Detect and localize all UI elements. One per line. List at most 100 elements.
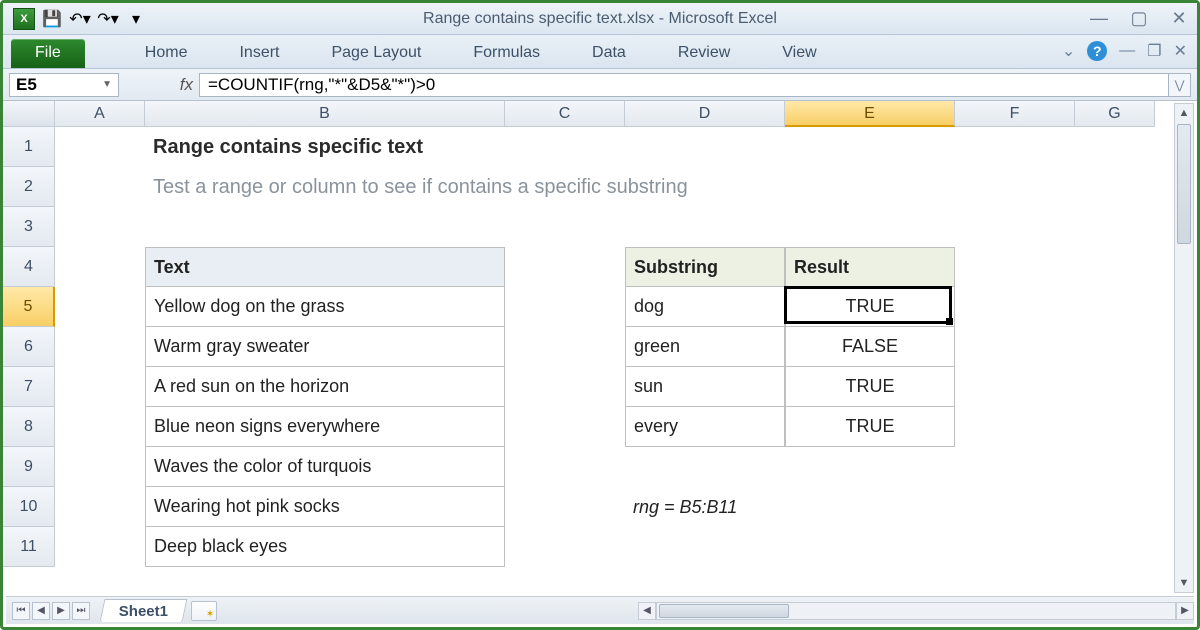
col-header-f[interactable]: F bbox=[955, 101, 1075, 127]
select-all-corner[interactable] bbox=[3, 101, 55, 127]
cell-g4[interactable] bbox=[1075, 247, 1155, 287]
cell-d3[interactable] bbox=[625, 207, 785, 247]
scroll-right-icon[interactable]: ▶ bbox=[1176, 602, 1194, 620]
row-header-11[interactable]: 11 bbox=[3, 527, 55, 567]
cell-d6[interactable]: green bbox=[625, 327, 785, 367]
cell-a4[interactable] bbox=[55, 247, 145, 287]
cell-f5[interactable] bbox=[955, 287, 1075, 327]
scroll-left-icon[interactable]: ◀ bbox=[638, 602, 656, 620]
cell-e11[interactable] bbox=[785, 527, 955, 567]
cell-c3[interactable] bbox=[505, 207, 625, 247]
cell-b1[interactable]: Range contains specific text bbox=[145, 127, 1155, 167]
cell-e9[interactable] bbox=[785, 447, 955, 487]
name-box-dropdown-icon[interactable]: ▼ bbox=[102, 79, 112, 90]
row-header-6[interactable]: 6 bbox=[3, 327, 55, 367]
cell-b4[interactable]: Text bbox=[145, 247, 505, 287]
row-header-3[interactable]: 3 bbox=[3, 207, 55, 247]
cell-g10[interactable] bbox=[1075, 487, 1155, 527]
row-header-8[interactable]: 8 bbox=[3, 407, 55, 447]
horizontal-scrollbar[interactable]: ◀ ▶ bbox=[638, 597, 1194, 624]
cell-b6[interactable]: Warm gray sweater bbox=[145, 327, 505, 367]
tab-page-layout[interactable]: Page Layout bbox=[305, 38, 447, 68]
cell-c10[interactable] bbox=[505, 487, 625, 527]
sheet-nav-prev[interactable]: ◀ bbox=[32, 602, 50, 620]
cell-d4[interactable]: Substring bbox=[625, 247, 785, 287]
cell-d10[interactable]: rng = B5:B11 bbox=[625, 487, 955, 527]
name-box[interactable]: E5 ▼ bbox=[9, 73, 119, 97]
cell-c6[interactable] bbox=[505, 327, 625, 367]
workbook-minimize-icon[interactable]: — bbox=[1119, 42, 1135, 60]
undo-button[interactable]: ↶▾ bbox=[67, 8, 93, 30]
cell-b8[interactable]: Blue neon signs everywhere bbox=[145, 407, 505, 447]
formula-input[interactable]: =COUNTIF(rng,"*"&D5&"*")>0 bbox=[199, 73, 1169, 97]
cell-c4[interactable] bbox=[505, 247, 625, 287]
tab-insert[interactable]: Insert bbox=[213, 38, 305, 68]
sheet-tab-sheet1[interactable]: Sheet1 bbox=[100, 599, 188, 622]
qat-customize[interactable]: ▾ bbox=[123, 8, 149, 30]
cell-f4[interactable] bbox=[955, 247, 1075, 287]
cell-e4[interactable]: Result bbox=[785, 247, 955, 287]
horizontal-scroll-thumb[interactable] bbox=[659, 604, 789, 618]
cell-g9[interactable] bbox=[1075, 447, 1155, 487]
cell-a1[interactable] bbox=[55, 127, 145, 167]
cell-a7[interactable] bbox=[55, 367, 145, 407]
cell-f7[interactable] bbox=[955, 367, 1075, 407]
cell-f11[interactable] bbox=[955, 527, 1075, 567]
scroll-down-icon[interactable]: ▼ bbox=[1179, 574, 1190, 592]
scroll-up-icon[interactable]: ▲ bbox=[1179, 104, 1190, 122]
cell-d5[interactable]: dog bbox=[625, 287, 785, 327]
cell-b9[interactable]: Waves the color of turquois bbox=[145, 447, 505, 487]
col-header-g[interactable]: G bbox=[1075, 101, 1155, 127]
row-header-7[interactable]: 7 bbox=[3, 367, 55, 407]
col-header-c[interactable]: C bbox=[505, 101, 625, 127]
cell-f8[interactable] bbox=[955, 407, 1075, 447]
cell-e6[interactable]: FALSE bbox=[785, 327, 955, 367]
maximize-button[interactable]: ▢ bbox=[1129, 8, 1149, 29]
close-button[interactable]: ✕ bbox=[1169, 8, 1189, 29]
cell-c9[interactable] bbox=[505, 447, 625, 487]
cell-a6[interactable] bbox=[55, 327, 145, 367]
col-header-a[interactable]: A bbox=[55, 101, 145, 127]
fx-icon[interactable]: fx bbox=[180, 75, 193, 95]
cell-e7[interactable]: TRUE bbox=[785, 367, 955, 407]
cell-a9[interactable] bbox=[55, 447, 145, 487]
cell-b10[interactable]: Wearing hot pink socks bbox=[145, 487, 505, 527]
cell-a5[interactable] bbox=[55, 287, 145, 327]
cell-a10[interactable] bbox=[55, 487, 145, 527]
tab-formulas[interactable]: Formulas bbox=[447, 38, 566, 68]
tab-data[interactable]: Data bbox=[566, 38, 652, 68]
cell-c7[interactable] bbox=[505, 367, 625, 407]
minimize-button[interactable]: — bbox=[1089, 8, 1109, 29]
redo-button[interactable]: ↷▾ bbox=[95, 8, 121, 30]
cell-b2[interactable]: Test a range or column to see if contain… bbox=[145, 167, 1155, 207]
cell-g5[interactable] bbox=[1075, 287, 1155, 327]
vertical-scrollbar[interactable]: ▲ ▼ bbox=[1174, 103, 1194, 593]
cell-f6[interactable] bbox=[955, 327, 1075, 367]
row-header-1[interactable]: 1 bbox=[3, 127, 55, 167]
cell-b5[interactable]: Yellow dog on the grass bbox=[145, 287, 505, 327]
cell-g6[interactable] bbox=[1075, 327, 1155, 367]
file-tab[interactable]: File bbox=[11, 39, 85, 68]
tab-home[interactable]: Home bbox=[119, 38, 214, 68]
sheet-nav-next[interactable]: ▶ bbox=[52, 602, 70, 620]
horizontal-scroll-track[interactable] bbox=[656, 602, 1176, 620]
cell-g8[interactable] bbox=[1075, 407, 1155, 447]
col-header-d[interactable]: D bbox=[625, 101, 785, 127]
help-icon[interactable]: ? bbox=[1087, 41, 1107, 61]
cell-a3[interactable] bbox=[55, 207, 145, 247]
cell-c11[interactable] bbox=[505, 527, 625, 567]
cell-b7[interactable]: A red sun on the horizon bbox=[145, 367, 505, 407]
cell-d8[interactable]: every bbox=[625, 407, 785, 447]
save-button[interactable]: 💾 bbox=[39, 8, 65, 30]
cell-a11[interactable] bbox=[55, 527, 145, 567]
cell-f10[interactable] bbox=[955, 487, 1075, 527]
cell-e8[interactable]: TRUE bbox=[785, 407, 955, 447]
new-sheet-button[interactable] bbox=[191, 601, 217, 621]
cell-d11[interactable] bbox=[625, 527, 785, 567]
tab-review[interactable]: Review bbox=[652, 38, 756, 68]
cell-f9[interactable] bbox=[955, 447, 1075, 487]
row-header-4[interactable]: 4 bbox=[3, 247, 55, 287]
worksheet-grid[interactable]: A B C D E F G 1 Range contains specific … bbox=[3, 101, 1197, 567]
row-header-5[interactable]: 5 bbox=[3, 287, 55, 327]
cell-e5[interactable]: TRUE bbox=[785, 287, 955, 327]
